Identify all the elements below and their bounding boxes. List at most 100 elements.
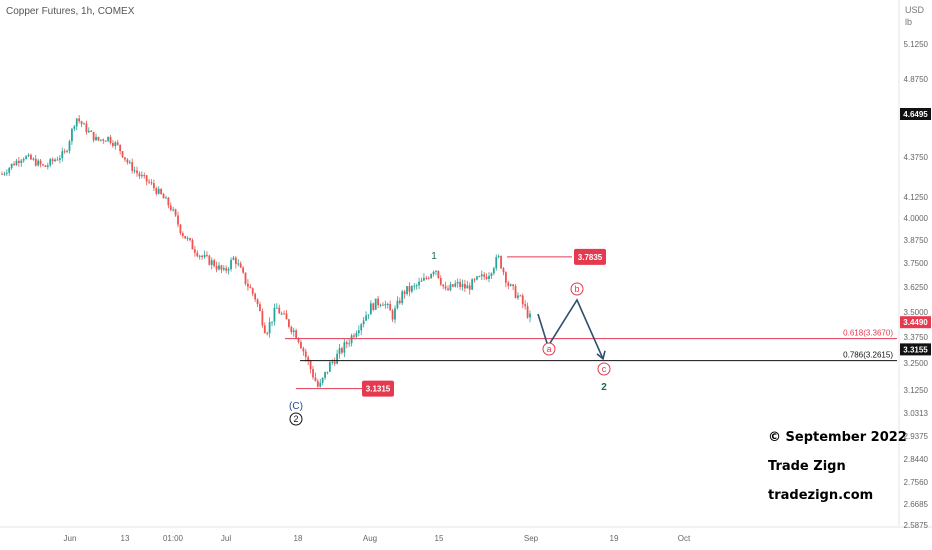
candle-body	[186, 238, 189, 240]
candle-body	[78, 118, 81, 122]
axis-unit-measure: lb	[905, 17, 913, 27]
candle-body	[355, 333, 358, 337]
candle-body	[483, 274, 486, 277]
candle-body	[435, 270, 437, 272]
candle-body	[177, 215, 179, 225]
candle-body	[136, 170, 138, 174]
candle-body	[44, 165, 47, 167]
candle-body	[413, 285, 416, 287]
candle-body	[451, 284, 454, 287]
y-tick-label: 3.2500	[904, 359, 929, 368]
candle-body	[92, 131, 95, 141]
price-label-box	[362, 380, 394, 397]
candle-body	[160, 188, 163, 195]
candle-body	[172, 209, 175, 211]
candle-body	[314, 377, 317, 382]
candle-body	[360, 324, 363, 331]
candle-body	[307, 357, 310, 362]
candle-body	[22, 158, 25, 161]
candle-body	[1, 173, 3, 175]
candle-body	[497, 255, 500, 258]
x-tick-label: Oct	[678, 534, 691, 543]
candle-body	[418, 281, 420, 286]
candle-body	[5, 172, 8, 174]
candle-body	[206, 254, 208, 256]
candle-body	[114, 142, 117, 146]
candle-body	[348, 343, 351, 345]
axis-price-tag-text: 3.3155	[903, 345, 928, 354]
candle-body	[283, 313, 285, 315]
candle-body	[302, 348, 305, 352]
candle-body	[415, 285, 418, 287]
candle-body	[394, 308, 396, 320]
wave-projection-line	[537, 298, 604, 360]
candle-body	[75, 118, 78, 127]
wave-label: 2	[293, 414, 298, 424]
axis-unit-currency: USD	[905, 5, 925, 15]
candle-body	[179, 224, 182, 234]
candle-body	[58, 158, 61, 160]
x-tick-label: 01:00	[163, 534, 184, 543]
y-tick-label: 4.1250	[904, 193, 929, 202]
candle-body	[512, 284, 515, 287]
candle-body	[449, 284, 452, 291]
candle-body	[403, 291, 406, 294]
candle-body	[27, 154, 30, 157]
candle-body	[406, 286, 408, 294]
candle-body	[273, 307, 276, 322]
candle-body	[71, 128, 73, 142]
candle-body	[275, 307, 278, 309]
candle-body	[247, 283, 249, 287]
candle-body	[280, 313, 283, 315]
candle-body	[343, 342, 346, 353]
candle-body	[338, 348, 341, 354]
candle-body	[162, 194, 165, 199]
candle-body	[495, 257, 498, 269]
candle-body	[191, 239, 194, 250]
price-label-text: 3.7835	[578, 253, 603, 262]
candle-body	[15, 160, 18, 166]
candle-body	[379, 304, 382, 306]
candle-body	[326, 371, 329, 373]
candle-body	[365, 315, 367, 321]
candle-body	[285, 313, 288, 320]
wave-label: a	[546, 344, 551, 354]
candle-body	[447, 288, 449, 291]
candle-body	[213, 260, 216, 267]
candle-body	[382, 304, 384, 306]
candle-body	[244, 272, 247, 284]
candle-body	[95, 136, 97, 141]
candle-body	[30, 154, 32, 160]
candle-body	[328, 362, 331, 372]
candle-body	[266, 333, 269, 335]
candles	[1, 115, 531, 388]
candle-body	[17, 160, 20, 164]
candle-body	[97, 136, 100, 141]
candle-body	[87, 130, 90, 133]
chart-title: Copper Futures, 1h, COMEX	[6, 6, 135, 17]
candle-body	[430, 274, 433, 279]
projection-arrowhead	[596, 350, 606, 361]
candle-body	[374, 298, 377, 310]
candle-body	[210, 260, 213, 265]
candle-body	[509, 284, 512, 286]
candle-body	[521, 295, 524, 305]
candle-body	[46, 165, 49, 167]
candle-body	[201, 255, 204, 257]
candle-body	[215, 266, 218, 270]
candle-body	[341, 348, 343, 353]
wave-label: (C)	[289, 401, 303, 412]
x-tick-label: 18	[294, 534, 303, 543]
candle-body	[63, 151, 66, 153]
candle-body	[488, 275, 490, 280]
candle-body	[189, 238, 191, 240]
wave-circle	[289, 412, 303, 426]
candle-body	[49, 159, 52, 166]
candle-body	[239, 263, 242, 268]
candle-body	[13, 163, 15, 166]
candle-body	[73, 126, 76, 129]
candle-body	[490, 273, 493, 276]
wave-circle	[542, 342, 556, 356]
candle-body	[425, 277, 428, 279]
